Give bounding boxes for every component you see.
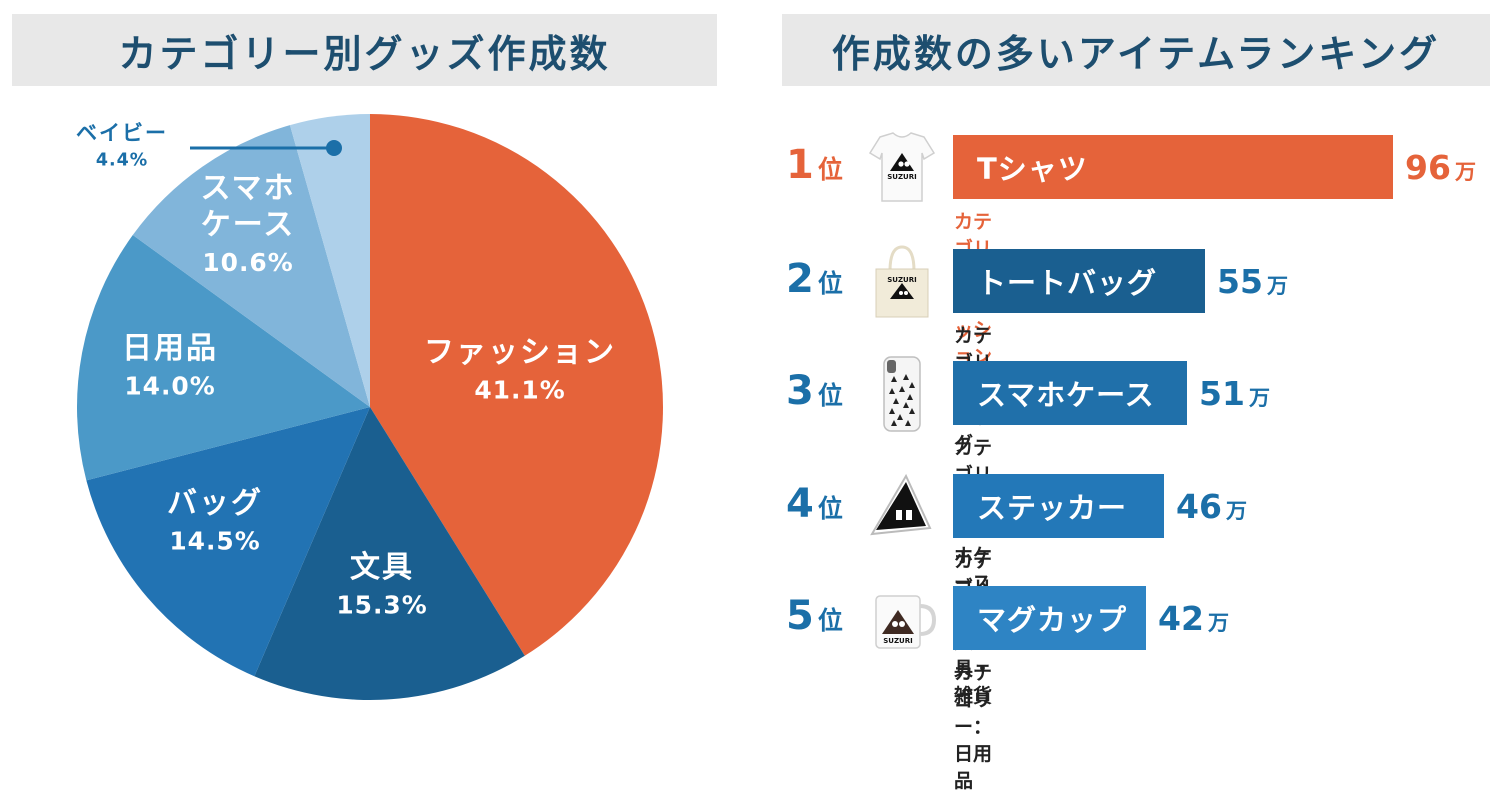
pie-label-baby: ベイビー 4.4%: [76, 121, 168, 171]
svg-text:SUZURI: SUZURI: [883, 637, 912, 645]
bar-value-number: 42: [1158, 598, 1204, 638]
pie-slice-stationery: [254, 407, 525, 700]
pie-label-name: バッグ: [167, 486, 263, 521]
pie-label-value: 14.5%: [169, 527, 260, 556]
pie-label-value: 14.0%: [124, 372, 215, 401]
pie-label-name: 文具: [350, 550, 414, 585]
tshirt-icon: SUZURI: [866, 129, 938, 207]
bar-value-unit: 万: [1225, 499, 1247, 523]
rank-number: 4: [786, 481, 814, 527]
pie-label-fashion: ファッション 41.1%: [424, 335, 616, 405]
ranking-bar: スマホケース: [953, 361, 1187, 425]
bar-value-label: 51 万: [1199, 361, 1270, 425]
ranking-bar: Tシャツ: [953, 135, 1393, 199]
bar-value-unit: 万: [1266, 274, 1288, 298]
rank-number: 5: [786, 593, 814, 639]
pie-label-value: 4.4%: [96, 151, 148, 171]
svg-text:SUZURI: SUZURI: [887, 276, 916, 284]
pie-label-value: 15.3%: [336, 591, 427, 620]
ranking-bar: マグカップ: [953, 586, 1146, 650]
rank-unit: 位: [817, 269, 843, 298]
pie-label-phone-case: スマホケース 10.6%: [200, 171, 296, 277]
pie-label-name: ファッション: [424, 335, 616, 370]
pie-chart: ファッション 41.1% 文具 15.3% バッグ 14.5% 日用品 14.0% スマホケース…: [76, 114, 663, 700]
bar-value-label: 96 万: [1405, 135, 1476, 199]
ranking-title: 作成数の多いアイテムランキング: [782, 14, 1490, 86]
rank-number: 1: [786, 142, 814, 188]
bar-value-number: 96: [1405, 147, 1451, 187]
bar-value-number: 46: [1176, 486, 1222, 526]
bar-value-unit: 万: [1207, 611, 1229, 635]
pie-label-name: ベイビー: [76, 121, 168, 145]
pie-label-bag: バッグ 14.5%: [167, 486, 263, 556]
pie-label-name: 日用品: [122, 331, 218, 366]
mug-icon: SUZURI: [866, 580, 938, 658]
pie-chart-title: カテゴリー別グッズ作成数: [12, 14, 717, 86]
bar-value-label: 42 万: [1158, 586, 1229, 650]
rank-number: 3: [786, 368, 814, 414]
svg-text:SUZURI: SUZURI: [887, 173, 916, 181]
leader-dot: [326, 140, 342, 156]
bar-value-unit: 万: [1454, 160, 1476, 184]
tote-bag-icon: SUZURI: [866, 243, 938, 321]
sticker-icon: [866, 468, 938, 546]
pie-label-name: ケース: [201, 208, 296, 243]
rank-number: 2: [786, 256, 814, 302]
rank-unit: 位: [817, 381, 843, 410]
phone-case-icon: [866, 355, 938, 433]
pie-slice-fashion: [370, 114, 663, 656]
rank-unit: 位: [817, 494, 843, 523]
ranking-bar: ステッカー: [953, 474, 1164, 538]
category-caption: カテゴリー：日用品: [954, 662, 993, 792]
pie-label-stationery: 文具 15.3%: [336, 550, 427, 620]
pie-slice-bag: [86, 407, 371, 677]
rank-unit: 位: [817, 606, 843, 635]
pie-slice-phone-case: [132, 125, 370, 407]
ranking-bar: トートバッグ: [953, 249, 1205, 313]
bar-value-number: 55: [1217, 261, 1263, 301]
pie-slice-daily-goods: [76, 235, 371, 481]
pie-slice-baby: [289, 114, 370, 407]
bar-value-label: 46 万: [1176, 474, 1247, 538]
pie-label-name: スマホ: [200, 171, 295, 206]
pie-label-value: 41.1%: [474, 376, 565, 405]
bar-value-unit: 万: [1248, 386, 1270, 410]
bar-value-label: 55 万: [1217, 249, 1288, 313]
bar-value-number: 51: [1199, 373, 1245, 413]
pie-label-value: 10.6%: [202, 248, 293, 277]
pie-label-daily-goods: 日用品 14.0%: [122, 331, 218, 401]
rank-unit: 位: [817, 155, 843, 184]
